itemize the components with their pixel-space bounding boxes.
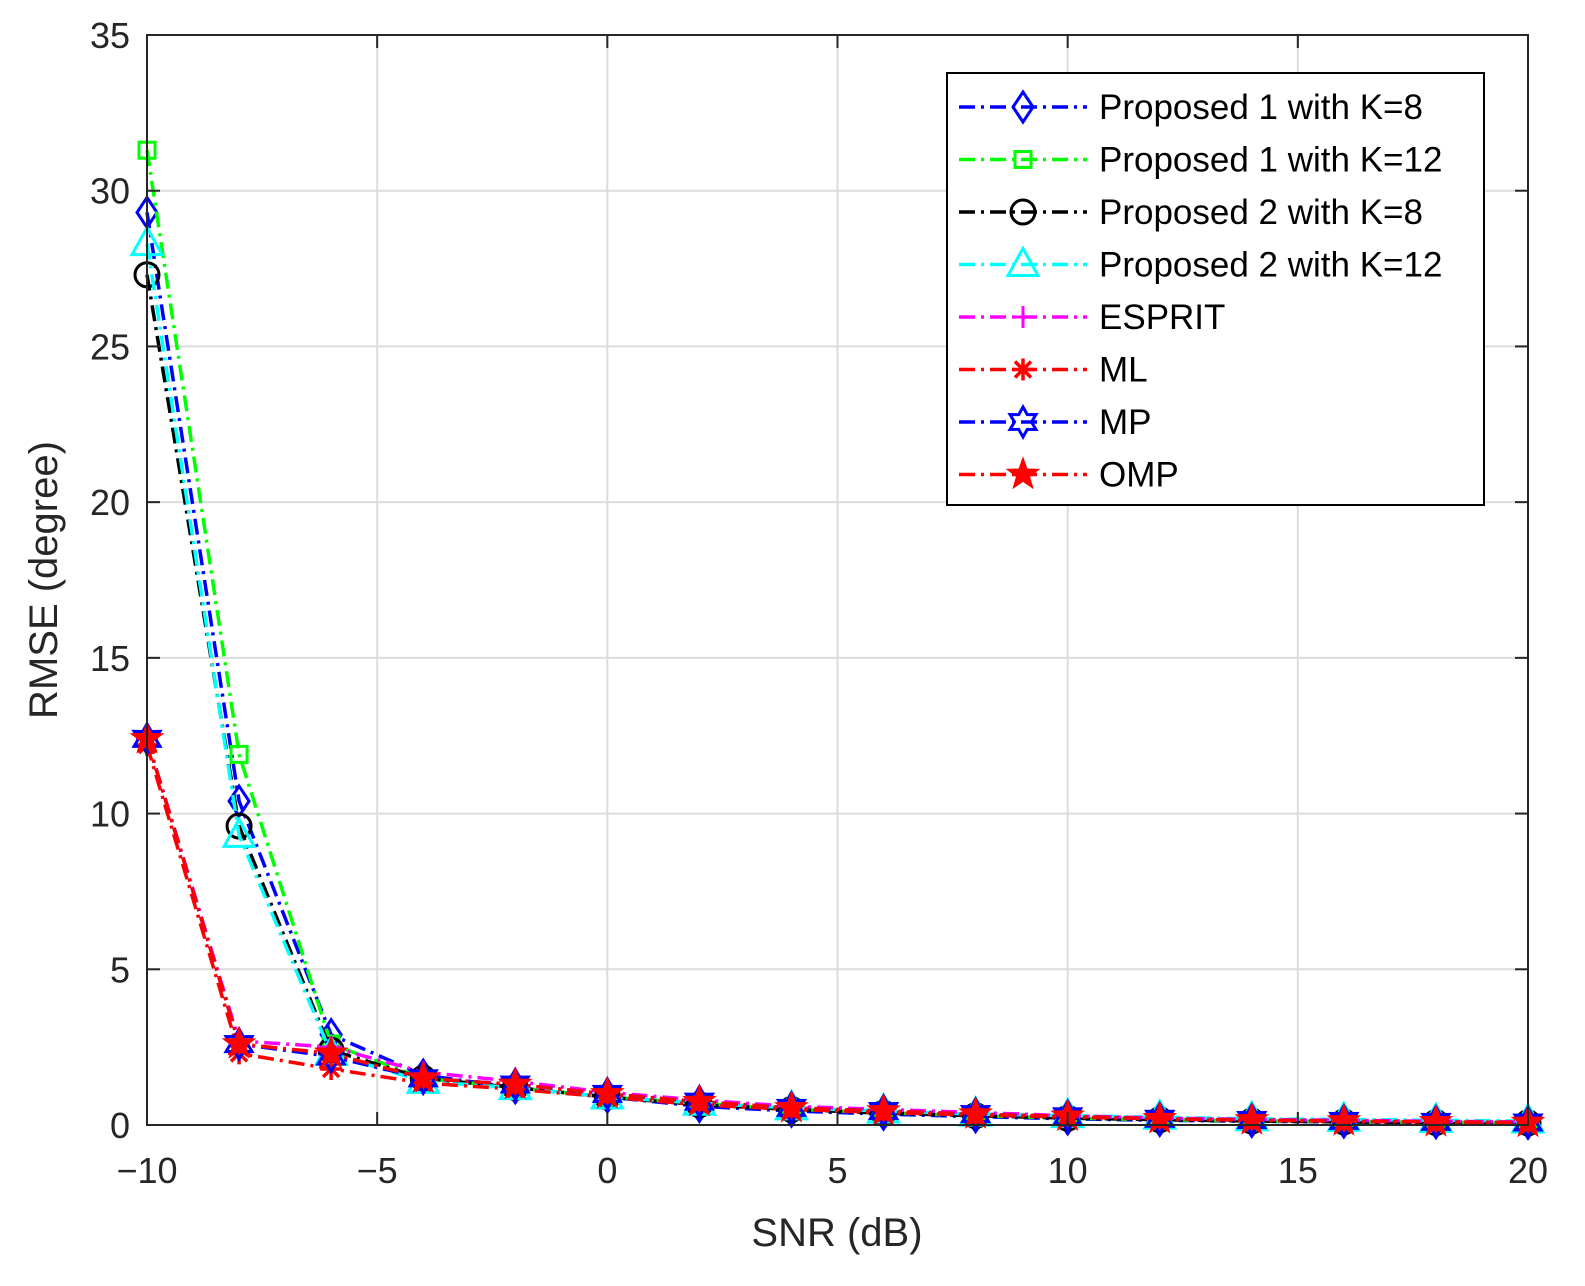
- data-point-marker: [866, 1092, 901, 1126]
- data-point-marker: [683, 1083, 716, 1120]
- legend-marker: [1012, 306, 1034, 328]
- y-tick-label: 20: [90, 482, 130, 523]
- data-point-marker: [229, 744, 249, 764]
- x-tick-label: 0: [597, 1150, 617, 1191]
- data-point-marker: [682, 1083, 717, 1117]
- data-point-marker: [1418, 1103, 1454, 1137]
- data-point-marker: [589, 1075, 625, 1109]
- data-point-marker: [228, 1042, 251, 1065]
- legend-label: Proposed 1 with K=8: [1099, 88, 1423, 127]
- x-tick-label: 15: [1278, 1150, 1318, 1191]
- legend-marker: [1013, 150, 1033, 169]
- y-tick-label: 10: [90, 794, 130, 835]
- legend-item: MP: [959, 403, 1152, 442]
- x-tick-label: 20: [1508, 1150, 1548, 1191]
- x-tick-label: 10: [1048, 1150, 1088, 1191]
- x-tick-label: 5: [827, 1150, 847, 1191]
- legend-item: Proposed 1 with K=12: [959, 141, 1442, 180]
- legend-item: OMP: [959, 456, 1179, 495]
- data-point-marker: [1420, 1103, 1452, 1140]
- data-point-marker: [499, 1066, 531, 1103]
- data-point-marker: [1512, 1104, 1544, 1141]
- data-point-marker: [221, 1025, 257, 1059]
- legend-marker: [1011, 89, 1035, 125]
- legend-label: Proposed 2 with K=8: [1099, 193, 1423, 232]
- data-point-marker: [1328, 1102, 1360, 1140]
- data-point-marker: [774, 1089, 809, 1123]
- y-tick-label: 5: [110, 949, 130, 990]
- data-point-marker: [405, 1060, 441, 1094]
- legend-label: MP: [1099, 403, 1152, 442]
- data-point-marker: [959, 1096, 992, 1133]
- data-point-marker: [221, 816, 257, 848]
- x-tick-label: −10: [116, 1150, 177, 1191]
- legend-item: Proposed 2 with K=8: [959, 193, 1423, 232]
- legend: Proposed 1 with K=8 Proposed 1 with K=12 P…: [946, 72, 1485, 506]
- data-point-marker: [407, 1060, 439, 1097]
- y-tick-label: 30: [90, 171, 130, 212]
- legend-item: Proposed 1 with K=8: [959, 88, 1423, 127]
- x-axis-title: SNR (dB): [751, 1211, 922, 1255]
- y-axis-title: RMSE (degree): [22, 441, 66, 719]
- legend-marker: [1009, 198, 1037, 226]
- legend-marker: [1007, 403, 1039, 441]
- y-tick-label: 35: [90, 15, 130, 56]
- data-point-marker: [1052, 1098, 1084, 1135]
- data-point-marker: [1236, 1101, 1268, 1139]
- data-point-marker: [313, 1035, 349, 1069]
- legend-item: ML: [959, 351, 1148, 390]
- axis-ticks: −10 −5 0 5 10 15 20 0 5 10 15 20 25 30 35: [90, 15, 1548, 1191]
- legend-label: ML: [1099, 351, 1148, 390]
- data-point-marker: [958, 1095, 993, 1129]
- x-tick-label: −5: [357, 1150, 398, 1191]
- data-point-marker: [1234, 1101, 1270, 1135]
- legend-item: Proposed 2 with K=12: [959, 245, 1442, 285]
- data-point-marker: [497, 1066, 533, 1100]
- legend-label: Proposed 2 with K=12: [1099, 246, 1442, 285]
- legend-label: OMP: [1099, 456, 1179, 495]
- legend-marker: [1005, 245, 1041, 277]
- data-point-marker: [775, 1089, 808, 1126]
- y-tick-label: 15: [90, 638, 130, 679]
- legend-item: ESPRIT: [959, 298, 1225, 337]
- data-point-marker: [223, 1025, 255, 1063]
- legend-label: ESPRIT: [1099, 298, 1225, 337]
- series-line: [145, 738, 1529, 1125]
- data-point-marker: [591, 1075, 623, 1112]
- legend-marker: [1012, 358, 1034, 381]
- y-tick-label: 0: [110, 1105, 130, 1146]
- legend-marker: [1005, 456, 1041, 490]
- data-point-marker: [1144, 1100, 1176, 1137]
- legend-box: [946, 72, 1485, 506]
- legend-label: Proposed 1 with K=12: [1099, 141, 1442, 180]
- data-point-marker: [1326, 1102, 1362, 1136]
- y-tick-label: 25: [90, 326, 130, 367]
